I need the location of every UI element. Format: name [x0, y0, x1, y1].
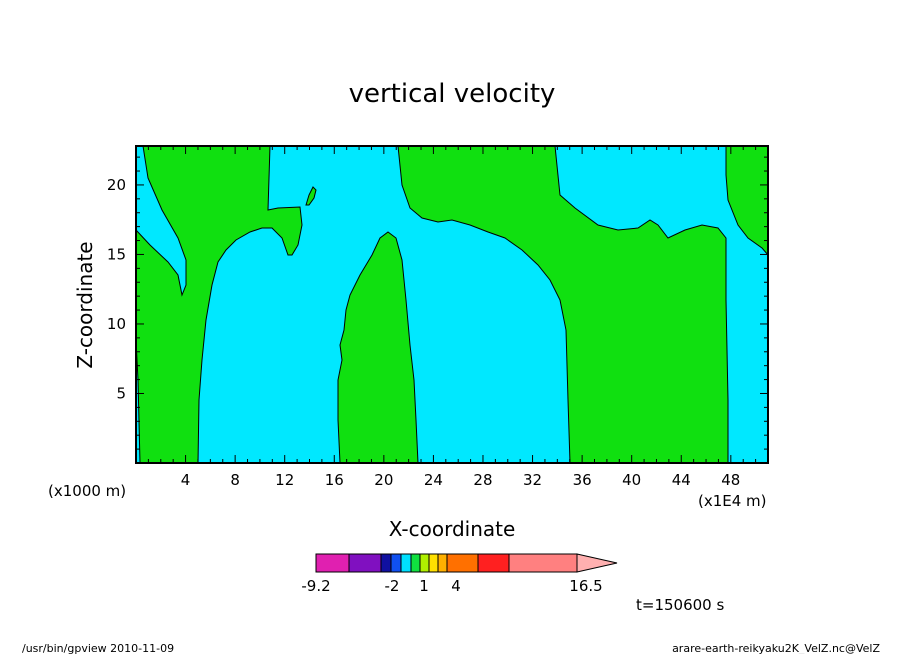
colorbar: -9.2 -2 1 4 16.5: [301, 553, 618, 595]
x-tick-label: 40: [622, 471, 641, 489]
colorbar-segment: [410, 553, 421, 573]
y-tick-label: 15: [107, 245, 126, 263]
x-axis-label: X-coordinate: [389, 517, 516, 541]
colorbar-segment: [380, 553, 392, 573]
x-tick-label: 48: [721, 471, 740, 489]
colorbar-segment: [400, 553, 412, 573]
y-axis-label: Z-coordinate: [73, 241, 97, 368]
x-tick-label: 24: [424, 471, 443, 489]
colorbar-segment: [419, 553, 430, 573]
footer-left: /usr/bin/gpview 2010-11-09: [22, 642, 174, 654]
x-tick-label: 4: [181, 471, 191, 489]
chart-title: vertical velocity: [349, 79, 556, 109]
y-tick-label: 20: [107, 176, 126, 194]
colorbar-segment: [437, 553, 448, 573]
x-scale-note: (x1E4 m): [698, 492, 767, 510]
colorbar-label: -2: [385, 577, 400, 595]
colorbar-label: 4: [451, 577, 461, 595]
colorbar-label: 1: [419, 577, 429, 595]
x-tick-label: 44: [672, 471, 691, 489]
colorbar-segment: [508, 553, 578, 573]
footer-right: arare-earth-reikyaku2K_VelZ.nc@VelZ: [672, 642, 880, 654]
x-tick-label: 16: [325, 471, 344, 489]
plot-area: [135, 145, 769, 464]
colorbar-segment: [315, 553, 350, 573]
x-tick-label: 32: [523, 471, 542, 489]
x-tick-label: 28: [473, 471, 492, 489]
x-units-label: (x1000 m): [48, 482, 126, 500]
colorbar-arrow: [576, 553, 618, 573]
y-tick-label: 10: [107, 315, 126, 333]
colorbar-segment: [446, 553, 479, 573]
plot-frame: [135, 145, 769, 464]
x-tick-label: 12: [275, 471, 294, 489]
colorbar-segment: [390, 553, 402, 573]
x-axis: 4 8 12 16 20 24 28 32 36 40 44 48: [147, 146, 757, 489]
colorbar-segment: [477, 553, 510, 573]
colorbar-label: -9.2: [301, 577, 330, 595]
contour-region-center: [337, 231, 419, 464]
time-label: t=150600 s: [636, 596, 724, 614]
contour-blob: [305, 186, 317, 206]
y-axis: 5 10 15 20: [107, 156, 768, 450]
colorbar-label: 16.5: [569, 577, 602, 595]
x-tick-label: 20: [374, 471, 393, 489]
y-tick-label: 5: [116, 384, 126, 402]
x-tick-label: 8: [230, 471, 240, 489]
contour-region-left: [135, 145, 303, 464]
x-tick-label: 36: [573, 471, 592, 489]
colorbar-segment: [428, 553, 439, 573]
colorbar-segment: [348, 553, 382, 573]
